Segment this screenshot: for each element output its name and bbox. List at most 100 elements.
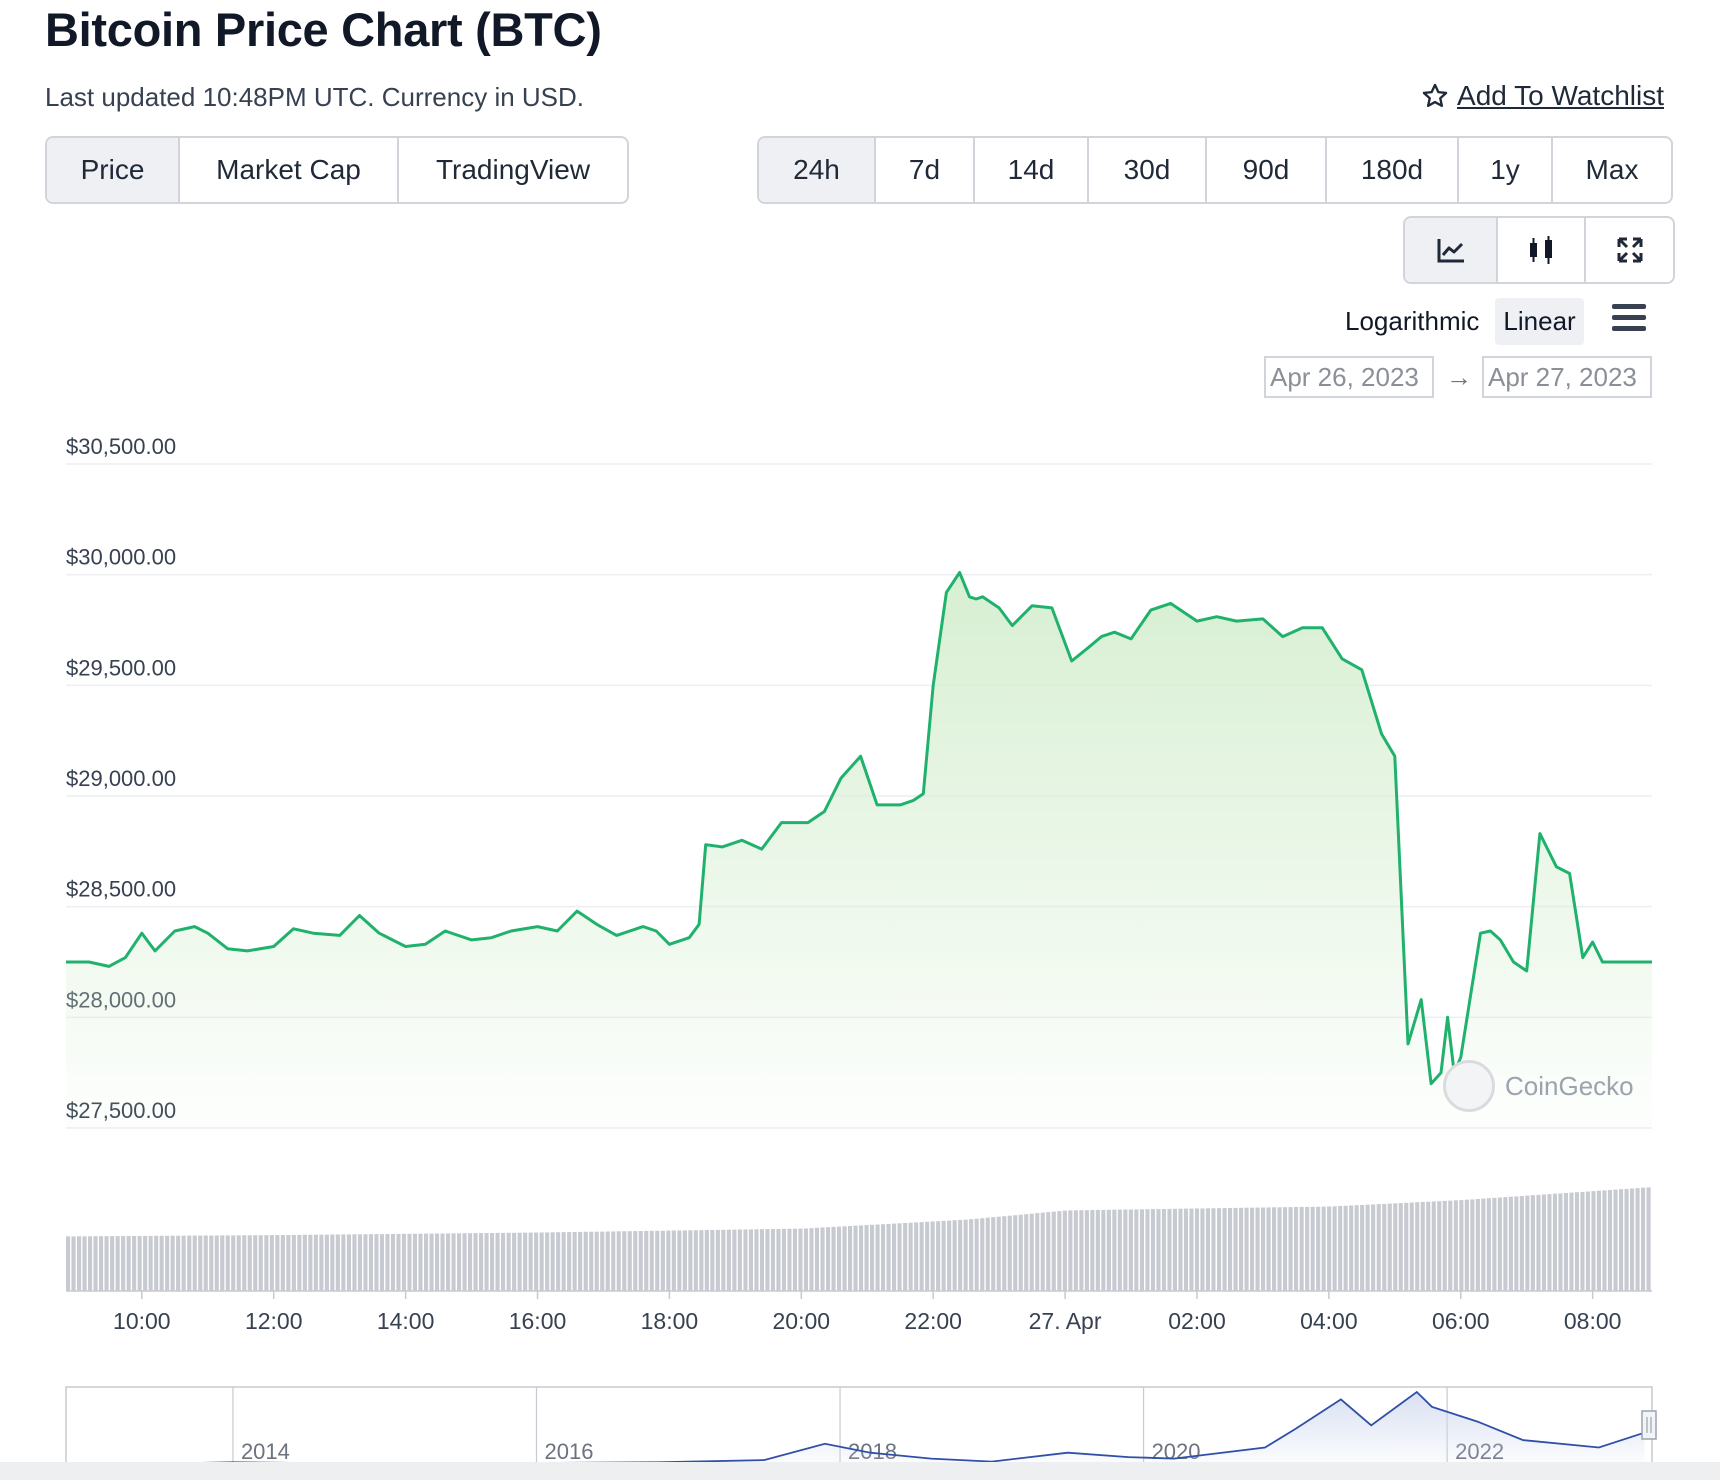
tab-price[interactable]: Price <box>47 138 180 202</box>
range-14d-button[interactable]: 14d <box>975 138 1089 202</box>
watermark-text: CoinGecko <box>1505 1070 1634 1101</box>
volume-bar <box>374 1234 379 1291</box>
volume-bar <box>1547 1194 1552 1291</box>
volume-bar <box>308 1234 313 1291</box>
volume-bar <box>545 1232 550 1291</box>
volume-bar <box>600 1231 605 1291</box>
volume-bar <box>357 1234 363 1291</box>
volume-bar <box>1128 1209 1133 1291</box>
line-chart-icon <box>1437 239 1464 263</box>
volume-bar <box>1376 1204 1381 1291</box>
volume-bar <box>286 1235 291 1291</box>
volume-bar <box>1167 1208 1172 1291</box>
volume-bar <box>688 1230 693 1291</box>
volume-bar <box>589 1231 594 1291</box>
volume-bar <box>638 1231 643 1291</box>
line-chart-button[interactable] <box>1405 218 1498 282</box>
volume-bar <box>341 1234 346 1291</box>
volume-bar <box>1288 1207 1293 1291</box>
navigator-year-label: 2014 <box>241 1439 290 1464</box>
volume-bar <box>1327 1206 1332 1291</box>
volume-bar <box>1431 1201 1436 1291</box>
volume-bar <box>99 1236 104 1291</box>
volume-bar <box>1525 1195 1530 1291</box>
volume-bar <box>247 1235 252 1291</box>
candlestick-button[interactable] <box>1498 218 1586 282</box>
volume-bar <box>170 1235 175 1291</box>
volume-bar <box>104 1236 109 1291</box>
volume-bar <box>209 1235 214 1291</box>
volume-bar <box>1420 1202 1425 1291</box>
tab-market-cap[interactable]: Market Cap <box>180 138 399 202</box>
volume-bar <box>1541 1194 1547 1291</box>
volume-bar <box>424 1233 429 1291</box>
range-7d-button[interactable]: 7d <box>876 138 975 202</box>
volume-bar <box>236 1235 241 1291</box>
volume-bar <box>192 1235 197 1291</box>
volume-bar <box>969 1219 974 1291</box>
volume-bar <box>787 1228 792 1291</box>
fullscreen-button[interactable] <box>1586 218 1673 282</box>
candlestick-icon <box>1530 236 1552 264</box>
volume-bar <box>1602 1190 1607 1291</box>
volume-bar <box>280 1235 285 1291</box>
volume-bar <box>429 1233 434 1291</box>
range-90d-button[interactable]: 90d <box>1207 138 1327 202</box>
volume-bar <box>765 1229 770 1291</box>
volume-bar <box>93 1236 98 1291</box>
volume-bar <box>1178 1208 1183 1291</box>
volume-bar <box>1316 1206 1321 1291</box>
volume-bar <box>1134 1209 1139 1291</box>
last-updated-text: Last updated 10:48PM UTC. Currency in US… <box>45 82 585 112</box>
volume-bar <box>1189 1208 1194 1291</box>
volume-bar <box>561 1232 566 1291</box>
range-max-button[interactable]: Max <box>1585 154 1639 185</box>
volume-bar <box>1519 1196 1524 1291</box>
volume-bar <box>1387 1203 1392 1291</box>
tab-tradingview[interactable]: TradingView <box>435 154 591 185</box>
volume-bar <box>1057 1211 1062 1291</box>
volume-bar <box>479 1233 484 1291</box>
volume-bar <box>1635 1188 1640 1291</box>
range-1y-button[interactable]: 1y <box>1459 138 1553 202</box>
volume-bar <box>1095 1209 1100 1291</box>
volume-bar <box>798 1228 803 1291</box>
volume-bar <box>1486 1198 1491 1291</box>
volume-bar <box>1090 1210 1095 1291</box>
volume-bar <box>1641 1187 1646 1291</box>
volume-bar <box>958 1219 963 1291</box>
hamburger-menu-icon[interactable] <box>1612 304 1646 332</box>
date-from-input[interactable]: Apr 26, 2023 <box>1264 356 1434 398</box>
volume-bar <box>1046 1212 1051 1291</box>
logarithmic-option[interactable]: Logarithmic <box>1345 306 1480 336</box>
volume-bar <box>1365 1204 1370 1291</box>
volume-bar <box>1409 1202 1414 1291</box>
page-bottom-edge <box>0 1462 1720 1480</box>
volume-bar <box>258 1235 263 1291</box>
volume-bar <box>1068 1210 1073 1291</box>
volume-bar <box>710 1229 715 1291</box>
add-to-watchlist-button[interactable]: Add To Watchlist <box>1421 80 1664 112</box>
volume-bar <box>1310 1206 1315 1291</box>
linear-option[interactable]: Linear <box>1495 298 1584 345</box>
volume-bar <box>633 1231 638 1291</box>
volume-bar <box>1112 1209 1117 1291</box>
volume-bar <box>925 1221 930 1291</box>
range-24h-button[interactable]: 24h <box>759 138 876 202</box>
x-tick-label: 27. Apr <box>1029 1308 1102 1334</box>
volume-bar <box>814 1227 820 1291</box>
date-to-input[interactable]: Apr 27, 2023 <box>1482 356 1652 398</box>
range-180d-button[interactable]: 180d <box>1327 138 1459 202</box>
volume-bar <box>1255 1207 1260 1291</box>
volume-bar <box>952 1220 957 1291</box>
volume-bar <box>363 1234 368 1291</box>
range-30d-button[interactable]: 30d <box>1089 138 1207 202</box>
volume-bar <box>1145 1209 1150 1291</box>
price-area-fill <box>66 572 1652 1128</box>
navigator-handle[interactable] <box>1641 1410 1657 1440</box>
volume-bar <box>1514 1196 1519 1291</box>
volume-bar <box>996 1216 1001 1291</box>
volume-bar <box>837 1226 842 1291</box>
volume-bar <box>550 1232 555 1291</box>
